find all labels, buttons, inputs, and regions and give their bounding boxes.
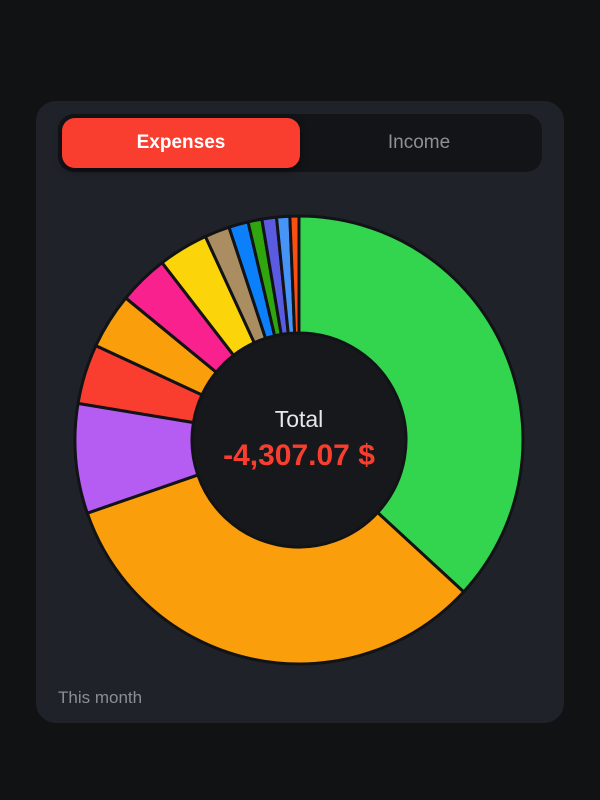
expenses-income-segmented-control: Expenses Income bbox=[58, 114, 542, 172]
donut-slice-12[interactable] bbox=[288, 214, 301, 335]
donut-chart-svg bbox=[73, 214, 525, 666]
donut-slice-1[interactable] bbox=[85, 473, 466, 666]
tab-expenses[interactable]: Expenses bbox=[62, 118, 300, 168]
tab-income[interactable]: Income bbox=[300, 118, 538, 168]
donut-hole bbox=[190, 331, 408, 549]
expenses-summary-card: Expenses Income Total -4,307.07 $ This m… bbox=[36, 101, 564, 723]
tab-income-label: Income bbox=[387, 132, 451, 153]
donut-chart[interactable] bbox=[71, 212, 527, 668]
period-label: This month bbox=[58, 688, 143, 707]
tab-expenses-label: Expenses bbox=[136, 132, 226, 153]
donut-slice-0[interactable] bbox=[297, 214, 525, 594]
